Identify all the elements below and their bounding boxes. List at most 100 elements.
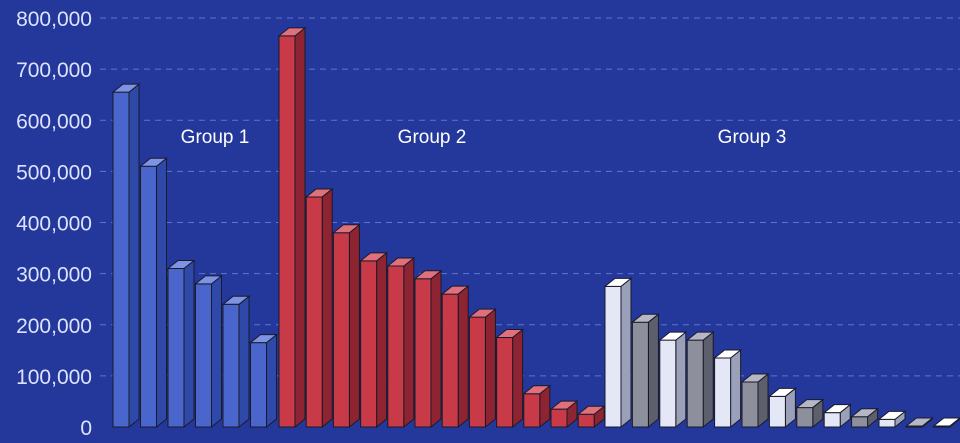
bar-side [294, 26, 306, 429]
bar-3-3 [658, 331, 688, 429]
bar-side [348, 223, 360, 429]
bar-3-1 [603, 277, 633, 429]
bar-side [757, 372, 769, 429]
bar-top [467, 308, 497, 318]
bar-top [166, 260, 196, 270]
bar-top [111, 83, 141, 93]
bar-front [631, 321, 649, 428]
bar-front [140, 165, 157, 428]
bar-top [877, 410, 907, 420]
bar-2-2 [304, 187, 334, 429]
bar-2-12 [576, 405, 606, 429]
bar-side [238, 295, 250, 429]
bar-top [413, 270, 443, 280]
bar-top [386, 257, 416, 267]
y-tick-label: 700,000 [16, 59, 92, 82]
bar-3-7 [767, 387, 797, 429]
bar-front [823, 412, 841, 428]
bar-front [577, 413, 595, 428]
bar-front [550, 408, 568, 428]
bar-side [620, 277, 632, 429]
bars [111, 26, 960, 429]
bar-front [468, 316, 486, 428]
bar-front [441, 293, 459, 428]
bar-2-4 [359, 251, 389, 429]
bar-front [878, 418, 896, 428]
bar-top [685, 331, 715, 341]
y-tick-label: 500,000 [16, 161, 92, 184]
bar-1-1 [111, 83, 141, 429]
y-tick-label: 400,000 [16, 213, 92, 236]
bar-1-5 [221, 295, 251, 429]
bar-front [305, 196, 323, 428]
bar-1-6 [249, 333, 278, 429]
bar-side [675, 331, 687, 429]
bar-2-3 [331, 223, 361, 429]
bar-side [376, 251, 388, 429]
bar-front [714, 357, 732, 428]
bar-top [576, 405, 606, 415]
bar-front [112, 91, 130, 428]
bar-side [183, 259, 195, 429]
y-tick-label: 600,000 [16, 110, 92, 133]
bar-front [659, 339, 677, 428]
bar-top [495, 329, 525, 339]
bar-side [403, 256, 415, 429]
bar-front [496, 337, 514, 428]
y-tick-label: 0 [80, 417, 92, 440]
group-labels: Group 1 Group 2 Group 3 [181, 127, 787, 148]
bar-front [250, 342, 267, 428]
bar-2-6 [413, 269, 443, 429]
bar-top [740, 373, 770, 383]
group-label: Group 3 [718, 127, 787, 148]
bar-front [222, 303, 240, 428]
bar-front [796, 407, 814, 428]
bar-front [414, 278, 432, 428]
bar-top [549, 400, 579, 410]
bar-front [195, 283, 212, 428]
bar-2-1 [277, 26, 307, 429]
group-label: Group 1 [181, 127, 250, 148]
bar-2-11 [549, 400, 579, 429]
bar-3-4 [685, 331, 715, 429]
bar-front [387, 265, 405, 428]
bar-top [904, 417, 934, 427]
bar-front [604, 285, 622, 428]
bar-top [359, 252, 389, 262]
bar-top [139, 157, 168, 167]
y-tick-label: 200,000 [16, 315, 92, 338]
bar-front [523, 393, 541, 428]
bar-top [331, 224, 361, 234]
bar-side [128, 83, 140, 429]
bar-1-4 [194, 274, 223, 429]
bar-2-8 [467, 308, 497, 429]
bar-front [851, 416, 869, 428]
y-axis-ticks: 800,000 700,000 600,000 500,000 400,000 300,0… [16, 8, 92, 440]
bar-side [730, 348, 742, 429]
bar-side [512, 328, 524, 429]
bar-top [630, 313, 660, 323]
bar-3-10 [850, 407, 880, 429]
bar-front [768, 395, 786, 428]
bar-top [440, 285, 470, 295]
bar-front [686, 339, 704, 428]
bar-top [249, 334, 278, 344]
bar-side [321, 187, 333, 429]
bar-3-9 [822, 403, 852, 429]
y-tick-label: 800,000 [16, 8, 92, 31]
bar-front [741, 381, 759, 428]
bar-3-8 [795, 398, 825, 429]
bar-side [156, 157, 167, 429]
bar-side [430, 269, 442, 429]
bar-2-7 [440, 285, 470, 429]
bar-top [795, 399, 825, 409]
bar-3-6 [740, 372, 770, 429]
bar-front [278, 35, 296, 428]
bar-side [702, 331, 714, 429]
bar-top [850, 408, 880, 418]
bar-3-2 [630, 313, 660, 429]
bar-top [658, 331, 688, 341]
bar-3-11 [877, 410, 907, 429]
